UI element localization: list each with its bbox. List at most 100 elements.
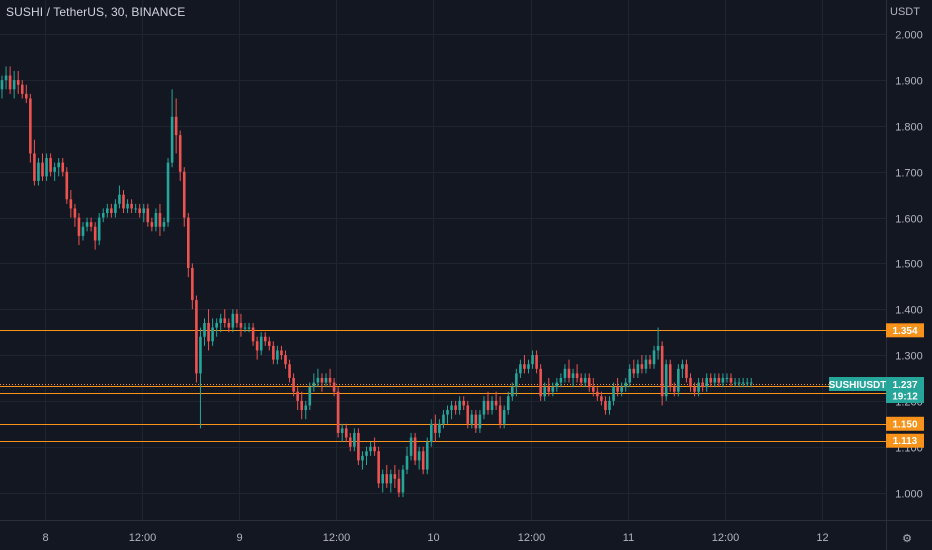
candle-body [438, 423, 441, 433]
x-tick-label: 9 [236, 532, 242, 544]
candle-body [506, 396, 510, 411]
candle-body [458, 400, 461, 411]
candle-body [138, 208, 141, 214]
x-tick-label: 11 [623, 532, 634, 544]
candle-body [251, 327, 255, 342]
candle-body [33, 153, 36, 181]
x-tick-label: 12:00 [323, 532, 351, 544]
candles [0, 66, 753, 498]
candle-body [628, 368, 632, 383]
candle-body [178, 135, 182, 172]
candle-body [430, 423, 433, 443]
candle-body [656, 345, 660, 351]
candle-body [644, 359, 648, 369]
candle-body [4, 75, 8, 81]
candle-body [425, 442, 429, 470]
y-tick-label: 1.400 [895, 305, 923, 317]
candle-body [733, 382, 737, 384]
level-price-label: 1.113 [893, 436, 918, 447]
candle-body [320, 377, 324, 383]
candle-body [357, 432, 360, 461]
candle-body [531, 355, 534, 365]
candle-body [551, 387, 555, 392]
candle-body [73, 208, 77, 218]
candle-body [255, 341, 259, 351]
y-tick-label: 1.300 [895, 351, 923, 363]
candle-body [673, 387, 676, 392]
candle-body [709, 377, 713, 383]
candle-body [280, 350, 283, 356]
symbol-tag [829, 377, 886, 391]
candle-body [154, 213, 158, 227]
candle-body [689, 377, 692, 388]
candle-body [89, 222, 93, 227]
candle-body [25, 93, 28, 99]
y-tick-label: 1.800 [895, 122, 923, 134]
candle-body [365, 451, 368, 456]
candle-body [745, 382, 749, 384]
candle-body [8, 75, 12, 90]
candle-body [575, 373, 579, 378]
candle-body [725, 377, 729, 379]
symbol-legend[interactable]: SUSHI / TetherUS, 30, BINANCE [6, 5, 186, 19]
candle-body [409, 437, 413, 456]
candle-body [340, 428, 344, 433]
candle-body [308, 387, 312, 406]
candle-body [555, 382, 559, 388]
candle-body [69, 199, 73, 209]
candle-body [389, 474, 393, 484]
candle-body [215, 322, 218, 328]
candle-body [535, 355, 538, 369]
candle-body [223, 318, 227, 323]
candle-body [126, 203, 129, 209]
y-tick-label: 1.700 [895, 168, 923, 180]
candle-body [640, 364, 644, 369]
candle-body [166, 162, 170, 223]
candle-body [106, 208, 109, 214]
candle-body [97, 217, 101, 241]
candle-body [77, 217, 81, 236]
candle-body [361, 455, 364, 461]
settings-gear-icon[interactable]: ⚙ [902, 533, 912, 545]
candle-body [276, 350, 279, 360]
candle-body [539, 368, 542, 397]
candle-body [571, 373, 575, 378]
candle-body [296, 391, 299, 401]
candle-body [636, 364, 640, 374]
candle-body [187, 217, 190, 268]
candle-body [693, 387, 696, 392]
candle-body [284, 355, 287, 365]
price-axis[interactable]: USDT1.0001.1001.2001.3001.4001.5001.6001… [886, 0, 932, 550]
candle-body [292, 377, 295, 392]
candle-body [737, 382, 741, 384]
horizontal-levels [0, 330, 886, 442]
candle-body [385, 474, 389, 484]
candle-body [652, 350, 656, 365]
time-axis[interactable]: 8 12:00 9 12:00 10 12:00 11 12:00 12 ⚙ [0, 520, 932, 546]
candle-body [263, 336, 267, 342]
candle-body [454, 405, 457, 411]
candle-body [195, 300, 198, 374]
x-tick-label: 10 [427, 532, 439, 544]
candle-body [648, 359, 652, 365]
candle-body [134, 208, 137, 210]
current-price-label: 1.237 [892, 380, 917, 391]
candle-body [373, 446, 376, 452]
countdown-label: 19:12 [892, 392, 918, 403]
y-tick-label: 1.500 [895, 259, 923, 271]
candle-body [118, 194, 121, 204]
candle-body [353, 432, 356, 447]
candle-body [519, 364, 522, 374]
candle-body [502, 410, 506, 424]
candle-body [494, 400, 498, 406]
candle-body [490, 400, 494, 411]
candle-body [701, 382, 704, 388]
candle-body [600, 396, 603, 401]
candle-body [393, 474, 397, 479]
candle-body [227, 322, 231, 328]
candle-body [122, 194, 125, 209]
x-tick-label: 12:00 [712, 532, 740, 544]
candle-body [41, 162, 44, 177]
